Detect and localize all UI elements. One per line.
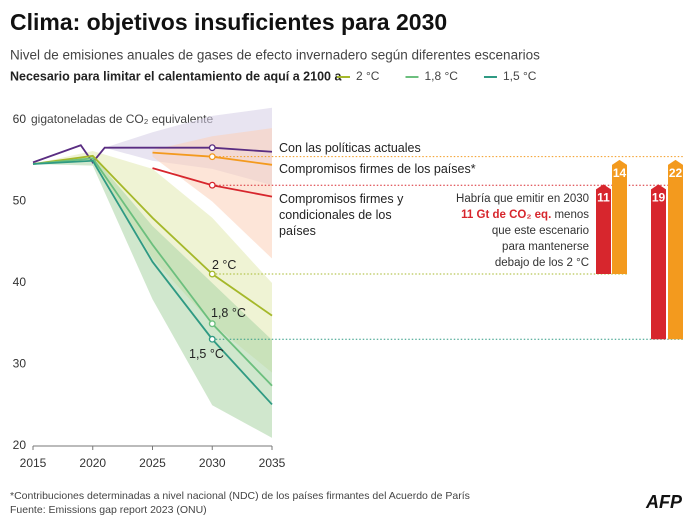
marker bbox=[208, 181, 216, 189]
logo: AFP bbox=[645, 492, 683, 512]
chart-title: Clima: objetivos insuficientes para 2030 bbox=[10, 9, 447, 35]
legend-label: 1,5 °C bbox=[503, 69, 537, 83]
series-label: 1,5 °C bbox=[189, 347, 224, 361]
x-tick-label: 2025 bbox=[139, 456, 166, 470]
annotation-line: debajo de los 2 °C bbox=[409, 255, 589, 271]
y-tick-label: 60 bbox=[13, 112, 27, 126]
footnote: *Contribuciones determinadas a nivel nac… bbox=[10, 490, 470, 502]
source: Fuente: Emissions gap report 2023 (ONU) bbox=[10, 504, 207, 516]
annotation-line: 11 Gt de CO₂ eq. menos bbox=[409, 207, 589, 223]
marker bbox=[208, 270, 216, 278]
x-tick-label: 2035 bbox=[259, 456, 286, 470]
gap-bar bbox=[596, 184, 611, 275]
legend-label: 1,8 °C bbox=[424, 69, 458, 83]
series-label: Con las políticas actuales bbox=[279, 141, 421, 155]
annotation-line: que este escenario bbox=[409, 223, 589, 239]
series-line bbox=[32, 157, 273, 387]
y-tick-label: 20 bbox=[13, 438, 27, 452]
series-label: Compromisos firmes y condicionales de lo… bbox=[279, 192, 404, 238]
x-tick-label: 2020 bbox=[79, 456, 106, 470]
annotation-text: menos bbox=[554, 209, 589, 221]
annotation-text: que este escenario bbox=[491, 225, 589, 237]
gap-label: 11 bbox=[597, 191, 610, 205]
annotation-text: 11 Gt de CO₂ eq. bbox=[461, 209, 552, 221]
marker bbox=[208, 144, 216, 152]
annotation-text: para mantenerse bbox=[502, 241, 589, 253]
marker bbox=[208, 320, 216, 328]
series-line bbox=[32, 159, 273, 406]
y-axis-label: gigatoneladas de CO₂ equivalente bbox=[31, 112, 213, 126]
y-tick-label: 50 bbox=[13, 194, 27, 208]
series-line bbox=[32, 154, 273, 317]
marker bbox=[208, 335, 216, 343]
gap-bar bbox=[651, 184, 666, 340]
chart-subtitle: Nivel de emisiones anuales de gases de e… bbox=[10, 48, 540, 63]
gap-label: 14 bbox=[613, 166, 627, 180]
legend-label: 2 °C bbox=[356, 69, 380, 83]
annotation-text: Habría que emitir en 2030 bbox=[456, 193, 589, 205]
legend-title: Necesario para limitar el calentamiento … bbox=[10, 69, 342, 83]
range-band bbox=[33, 155, 272, 438]
gap-bar bbox=[668, 159, 683, 340]
y-tick-label: 30 bbox=[13, 357, 27, 371]
x-tick-label: 2030 bbox=[199, 456, 226, 470]
gap-bar bbox=[612, 159, 627, 275]
series-label: Compromisos firmes de los países* bbox=[279, 162, 476, 176]
marker bbox=[208, 153, 216, 161]
annotation-text: debajo de los 2 °C bbox=[494, 257, 589, 269]
y-tick-label: 40 bbox=[13, 275, 27, 289]
gap-label: 22 bbox=[669, 166, 683, 180]
annotation-line: para mantenerse bbox=[409, 239, 589, 255]
series-label: 1,8 °C bbox=[211, 306, 246, 320]
x-tick-label: 2015 bbox=[20, 456, 47, 470]
series-label: 2 °C bbox=[212, 258, 237, 272]
gap-label: 19 bbox=[652, 191, 666, 205]
annotation-line: Habría que emitir en 2030 bbox=[409, 191, 589, 207]
